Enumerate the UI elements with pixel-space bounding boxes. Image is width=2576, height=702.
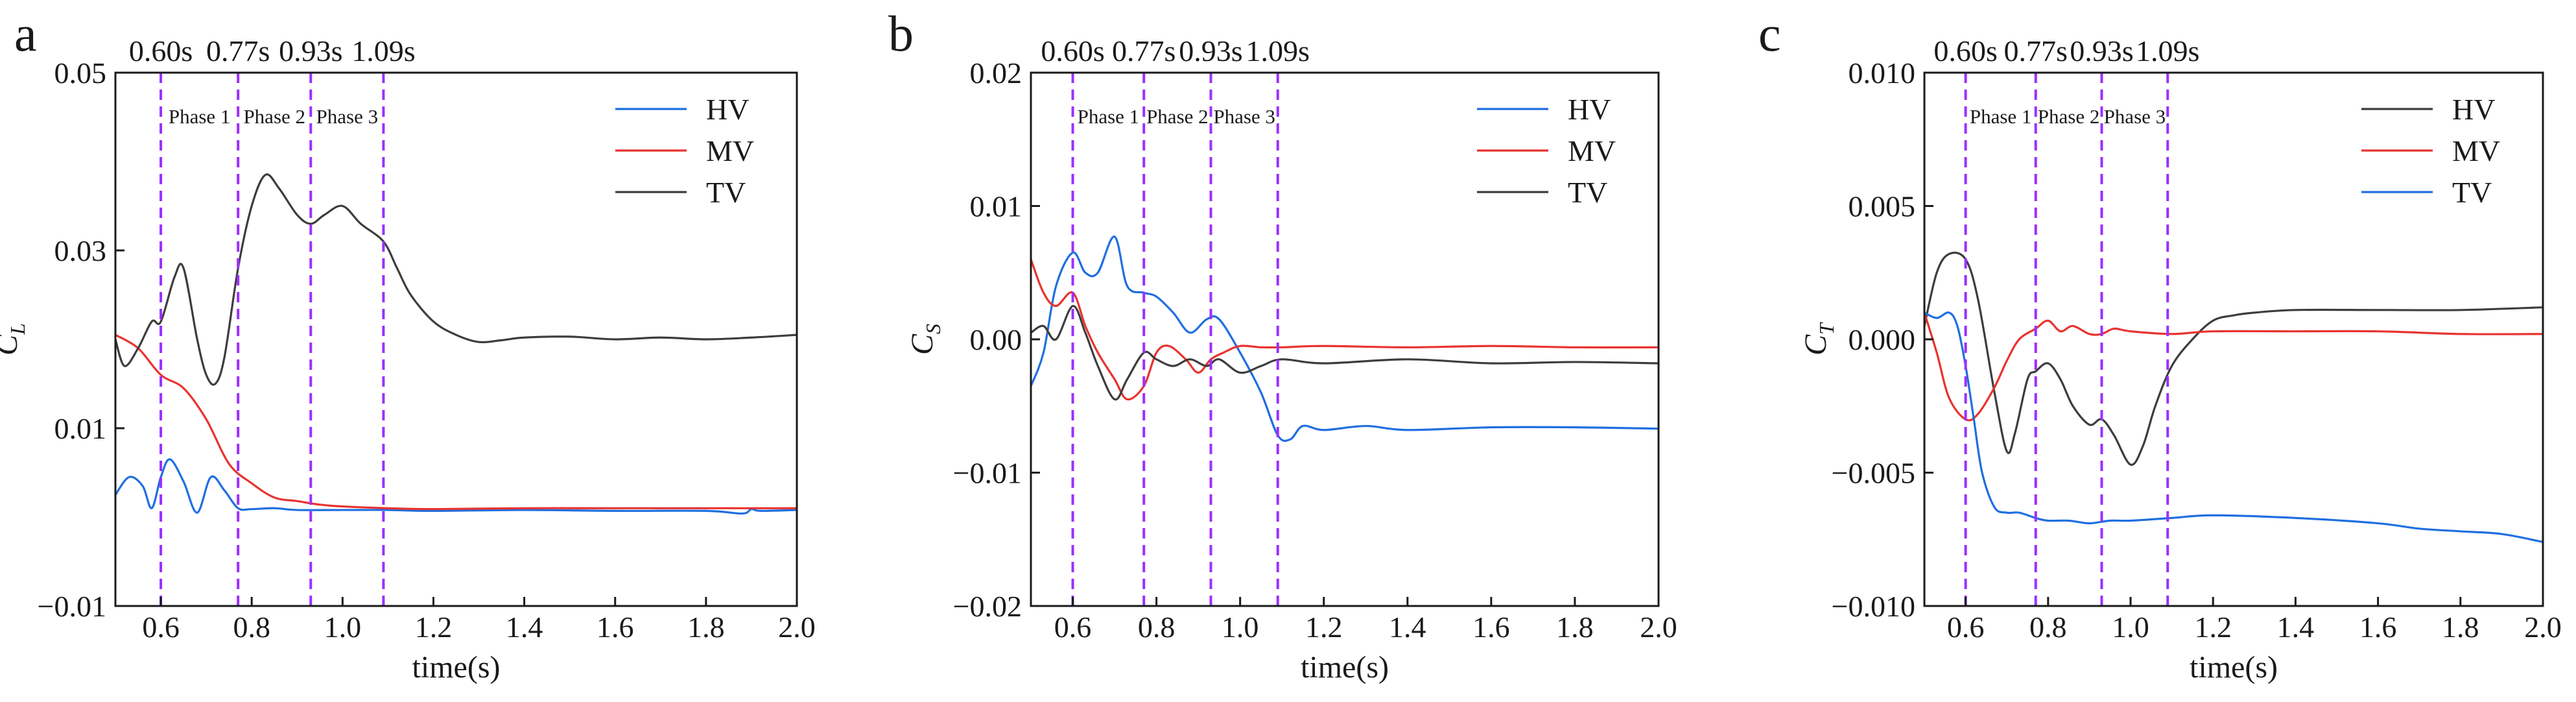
x-tick-label: 1.0 xyxy=(2112,611,2149,644)
plot-frame xyxy=(114,71,798,607)
x-tick-label: 1.6 xyxy=(1472,611,1510,644)
y-tick-label: 0.010 xyxy=(1849,56,1916,90)
time-marker-label: 0.60s xyxy=(1933,34,1997,67)
panel-letter: b xyxy=(888,5,914,62)
x-tick-label: 0.6 xyxy=(142,611,180,644)
x-axis-label: time(s) xyxy=(412,650,501,684)
panel-a: a 0.60s 0.77s 0.93s 1.09s Phase 1 Phase 2 Phase… xyxy=(0,5,816,684)
y-tick-label: 0.01 xyxy=(970,190,1022,223)
y-tick-label: −0.010 xyxy=(1832,590,1915,623)
x-tick-label: 0.8 xyxy=(233,611,270,644)
y-axis-label: CS xyxy=(905,324,945,355)
legend-label: MV xyxy=(2452,134,2500,167)
series-line-mv xyxy=(115,333,797,511)
x-tick-label: 0.8 xyxy=(2029,611,2067,644)
series-line-hv xyxy=(1031,236,1659,442)
time-marker-label: 1.09s xyxy=(351,34,415,67)
x-tick-label: 1.4 xyxy=(2277,611,2315,644)
legend-label: HV xyxy=(1568,93,1611,126)
time-marker-label: 0.77s xyxy=(206,34,270,67)
time-marker-label: 0.93s xyxy=(2070,34,2133,67)
time-marker-label: 0.77s xyxy=(2004,34,2068,67)
legend-label: HV xyxy=(2452,93,2495,126)
x-tick-label: 1.2 xyxy=(1305,611,1343,644)
phase-label: Phase 3 xyxy=(316,105,379,128)
y-tick-label: 0.03 xyxy=(54,234,107,267)
x-tick-label: 1.2 xyxy=(2194,611,2232,644)
series-line-mv xyxy=(1031,258,1659,401)
panel-letter: c xyxy=(1758,5,1781,62)
x-axis-label: time(s) xyxy=(1301,650,1389,684)
time-marker-label: 0.93s xyxy=(279,34,342,67)
x-tick-label: 1.2 xyxy=(415,611,453,644)
legend-label: TV xyxy=(706,176,746,209)
x-tick-label: 1.4 xyxy=(1389,611,1426,644)
legend-label: TV xyxy=(1568,176,1607,209)
y-tick-label: 0.01 xyxy=(54,412,107,445)
x-tick-label: 0.6 xyxy=(1947,611,1985,644)
series-group xyxy=(1924,251,2543,543)
panel-letter: a xyxy=(14,5,37,62)
time-marker-label: 0.60s xyxy=(1041,34,1104,67)
time-marker-label: 1.09s xyxy=(2136,34,2199,67)
legend-label: TV xyxy=(2452,176,2492,209)
time-marker-label: 1.09s xyxy=(1246,34,1310,67)
y-tick-label: −0.005 xyxy=(1832,457,1915,490)
time-marker-label: 0.60s xyxy=(129,34,193,67)
legend-label: MV xyxy=(706,134,754,167)
series-line-tv xyxy=(115,173,797,386)
phase-label: Phase 3 xyxy=(2104,105,2166,128)
y-tick-label: 0.05 xyxy=(54,56,107,90)
x-tick-label: 2.0 xyxy=(778,611,816,644)
series-line-hv xyxy=(115,458,797,515)
series-group xyxy=(1031,236,1659,442)
y-tick-label: 0.005 xyxy=(1849,190,1916,223)
x-tick-label: 1.4 xyxy=(506,611,543,644)
x-tick-label: 1.8 xyxy=(687,611,725,644)
series-line-tv xyxy=(1031,305,1659,401)
legend-label: HV xyxy=(706,93,749,126)
time-marker-label: 0.77s xyxy=(1112,34,1176,67)
time-marker-label: 0.93s xyxy=(1179,34,1242,67)
x-tick-label: 0.6 xyxy=(1054,611,1092,644)
panel-c: c 0.60s 0.77s 0.93s 1.09s Phase 1 Phase 2 Phase… xyxy=(1758,5,2562,684)
y-tick-label: −0.01 xyxy=(38,590,106,623)
phase-label: Phase 1 xyxy=(169,105,231,128)
x-tick-label: 1.8 xyxy=(1556,611,1594,644)
y-tick-label: 0.02 xyxy=(970,56,1022,90)
x-tick-label: 1.8 xyxy=(2442,611,2479,644)
series-group xyxy=(115,173,797,515)
x-tick-label: 1.0 xyxy=(324,611,362,644)
plot-frame xyxy=(1030,71,1660,607)
panel-b: b 0.60s 0.77s 0.93s 1.09s Phase 1 Phase 2 Phase… xyxy=(888,5,1677,684)
x-tick-label: 0.8 xyxy=(1138,611,1176,644)
y-tick-label: 0.00 xyxy=(970,323,1022,356)
phase-label: Phase 2 xyxy=(1146,105,1209,128)
phase-label: Phase 1 xyxy=(1970,105,2032,128)
x-tick-label: 1.6 xyxy=(597,611,634,644)
series-line-mv xyxy=(1924,311,2543,422)
plot-frame xyxy=(1923,71,2544,607)
phase-label: Phase 2 xyxy=(243,105,305,128)
x-axis-label: time(s) xyxy=(2190,650,2278,684)
y-axis-label: CL xyxy=(0,323,29,356)
x-tick-label: 2.0 xyxy=(1640,611,1677,644)
y-tick-label: −0.01 xyxy=(953,457,1022,490)
x-tick-label: 2.0 xyxy=(2524,611,2562,644)
y-tick-label: 0.000 xyxy=(1849,323,1916,356)
phase-label: Phase 1 xyxy=(1078,105,1140,128)
legend-label: MV xyxy=(1568,134,1616,167)
phase-label: Phase 3 xyxy=(1213,105,1275,128)
x-tick-label: 1.6 xyxy=(2359,611,2397,644)
series-line-hv xyxy=(1924,251,2543,466)
phase-label: Phase 2 xyxy=(2038,105,2100,128)
x-tick-label: 1.0 xyxy=(1222,611,1259,644)
y-axis-label: CT xyxy=(1799,322,1838,356)
y-tick-label: −0.02 xyxy=(953,590,1022,623)
